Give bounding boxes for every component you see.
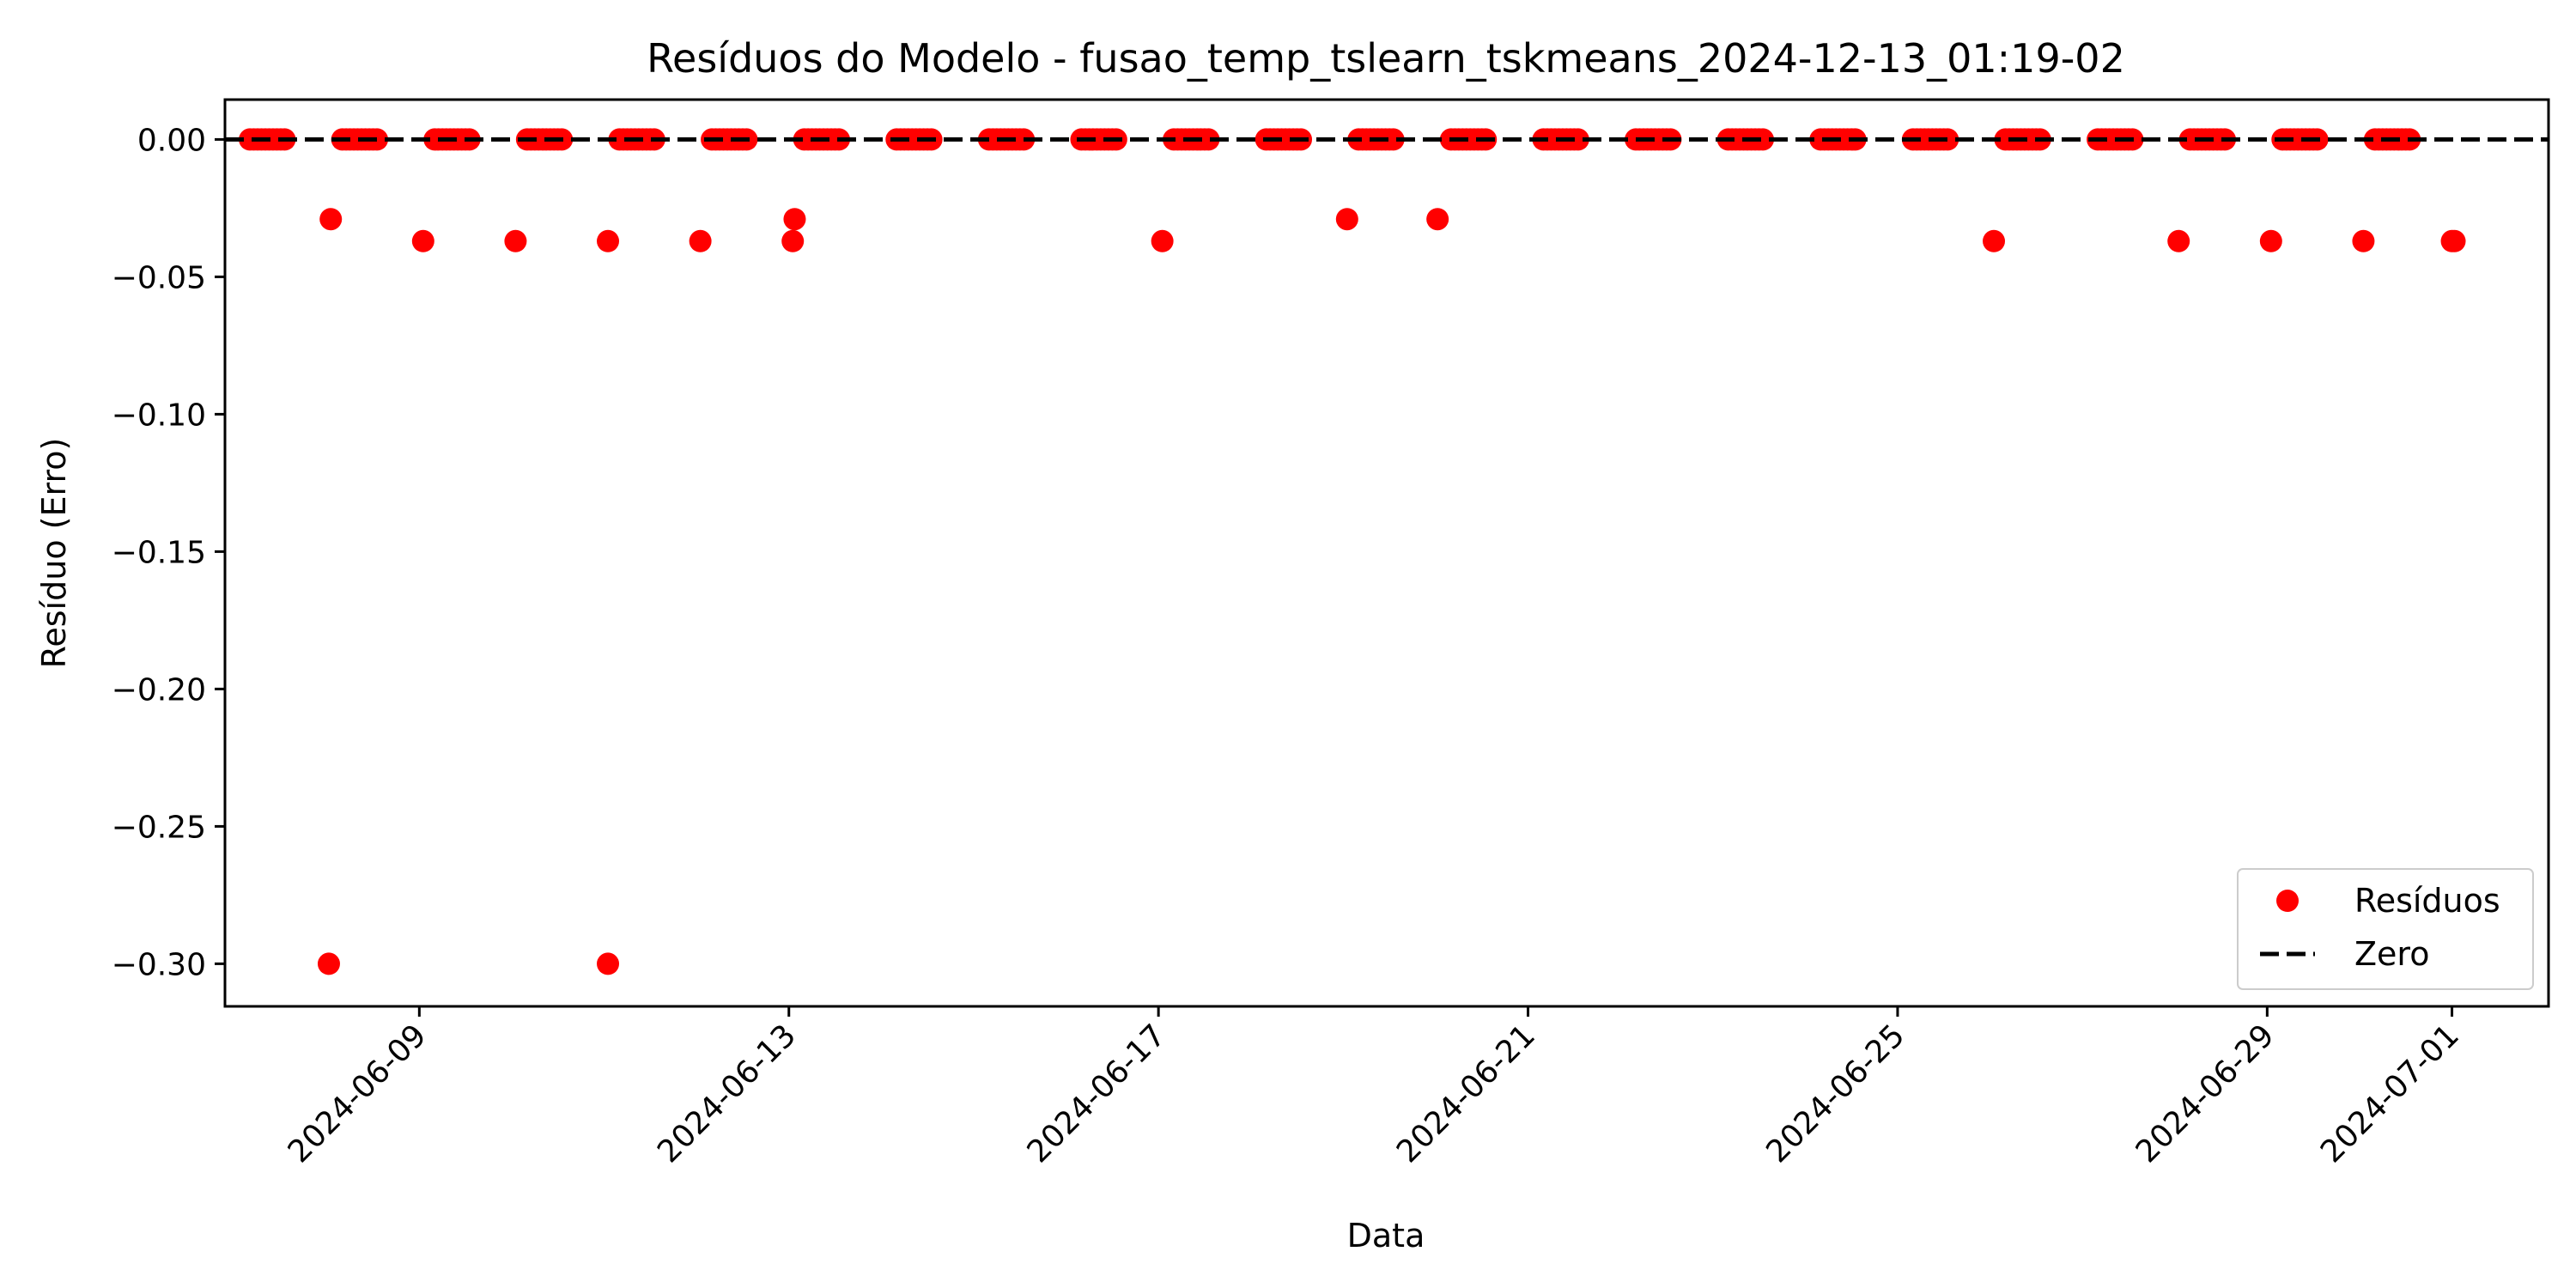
y-tick-label: −0.20 — [112, 672, 206, 708]
plot-area — [223, 98, 2550, 1008]
legend: Resíduos Zero — [2237, 868, 2534, 990]
y-tick-label: −0.15 — [112, 535, 206, 570]
residual-point — [783, 208, 806, 231]
plot-frame — [223, 98, 2550, 1008]
residual-point — [411, 229, 434, 252]
y-tick-label: −0.10 — [112, 398, 206, 433]
residual-point — [597, 952, 620, 975]
y-axis: 0.00 −0.05 −0.10 −0.15 −0.20 −0.25 −0.30 — [112, 123, 225, 982]
residual-point — [2259, 229, 2282, 252]
residual-point — [1197, 128, 1220, 151]
y-tick-label: −0.05 — [112, 260, 206, 295]
y-tick-label: −0.30 — [112, 947, 206, 982]
residual-point — [781, 229, 805, 252]
residual-point — [317, 952, 340, 975]
residual-point — [2352, 229, 2375, 252]
y-tick-label: 0.00 — [137, 123, 206, 158]
legend-label-zero: Zero — [2354, 935, 2429, 973]
residual-point — [1382, 128, 1405, 151]
residual-point — [1936, 128, 1959, 151]
residual-point — [504, 229, 527, 252]
residual-point — [1426, 208, 1449, 231]
y-tick-label: −0.25 — [112, 810, 206, 845]
residual-point — [2167, 229, 2190, 252]
residual-point — [1566, 128, 1589, 151]
residual-point — [1752, 128, 1775, 151]
residual-point — [366, 128, 389, 151]
y-axis-label: Resíduo (Erro) — [35, 438, 73, 669]
residual-point — [597, 229, 620, 252]
residual-point — [1983, 229, 2006, 252]
legend-frame — [2237, 868, 2534, 990]
legend-marker-residuos — [2276, 890, 2299, 912]
chart-title: Resíduos do Modelo - fusao_temp_tslearn_… — [647, 35, 2125, 82]
residual-point — [1335, 208, 1358, 231]
residual-point — [1151, 229, 1174, 252]
residual-point — [689, 229, 712, 252]
x-axis-label: Data — [1347, 1217, 1425, 1255]
residual-point — [319, 208, 343, 231]
residual-point — [2443, 229, 2466, 252]
legend-label-residuos: Resíduos — [2354, 882, 2500, 920]
